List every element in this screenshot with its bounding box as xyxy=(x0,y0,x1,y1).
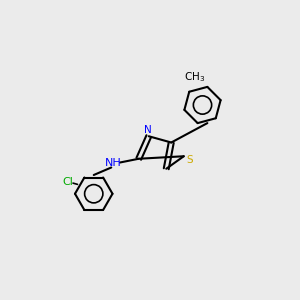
Text: NH: NH xyxy=(105,158,122,167)
Text: CH$_3$: CH$_3$ xyxy=(184,70,206,84)
Text: S: S xyxy=(187,155,193,165)
Text: N: N xyxy=(144,125,152,135)
Text: Cl: Cl xyxy=(63,177,74,187)
